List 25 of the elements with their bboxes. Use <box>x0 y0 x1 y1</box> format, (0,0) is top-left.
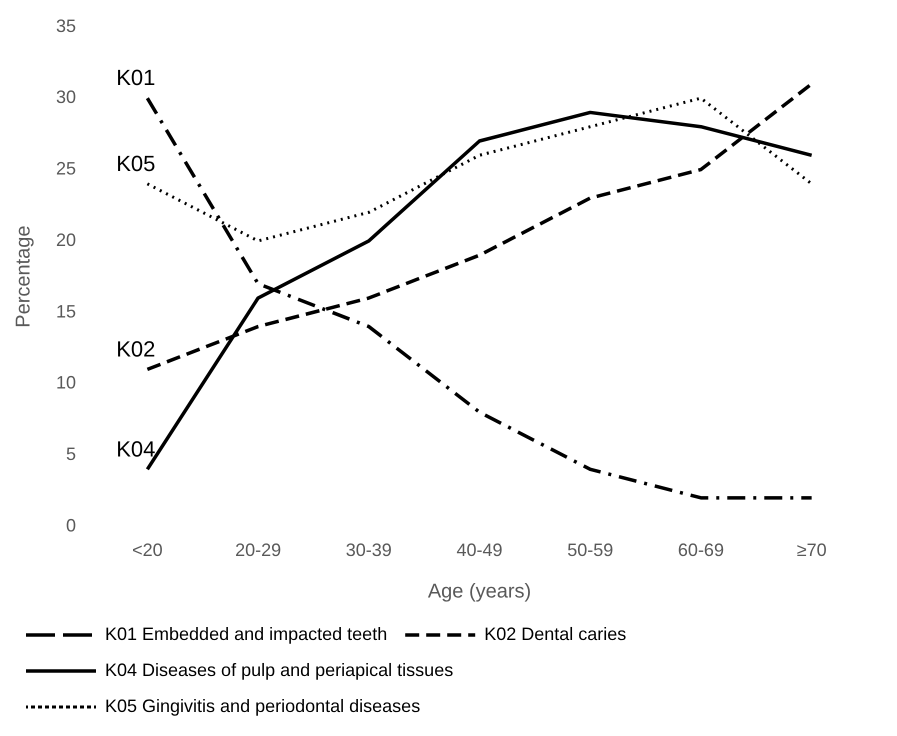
x-tick-label: 30-39 <box>346 540 392 560</box>
annotation: K01 <box>116 65 156 90</box>
y-tick-label: 30 <box>56 87 76 108</box>
y-tick-label: 5 <box>66 444 76 464</box>
legend-label: K05 Gingivitis and periodontal diseases <box>105 696 420 716</box>
y-axis-title: Percentage <box>12 225 35 328</box>
legend-label: K04 Diseases of pulp and periapical tissues <box>105 660 454 680</box>
annotation: K04 <box>116 436 156 462</box>
y-tick-label: 25 <box>56 158 76 179</box>
annotation: K02 <box>116 336 156 362</box>
x-tick-label: 60-69 <box>678 540 724 560</box>
x-tick-label: <20 <box>132 540 163 560</box>
x-tick-label: 40-49 <box>456 540 503 560</box>
legend-label: K01 Embedded and impacted teeth <box>105 624 388 644</box>
annotation: K05 <box>116 150 156 176</box>
x-tick-label: ≥70 <box>796 540 827 560</box>
x-tick-label: 50-59 <box>567 540 614 560</box>
legend-label: K02 Dental caries <box>484 624 626 644</box>
y-tick-label: 20 <box>56 230 76 250</box>
x-axis-title: Age (years) <box>428 580 532 603</box>
x-tick-label: 20-29 <box>235 540 282 560</box>
y-tick-label: 10 <box>56 372 76 393</box>
y-tick-label: 15 <box>56 301 76 322</box>
y-tick-label: 35 <box>56 16 76 36</box>
y-tick-label: 0 <box>66 515 76 536</box>
